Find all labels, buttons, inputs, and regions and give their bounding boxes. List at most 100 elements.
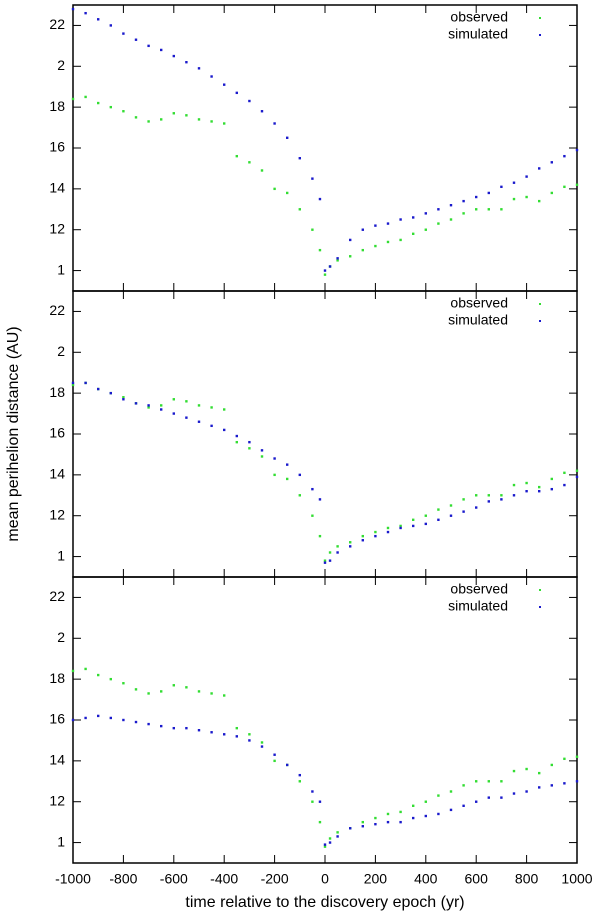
point <box>512 483 516 487</box>
point <box>386 240 390 244</box>
point <box>318 800 322 803</box>
point <box>172 726 175 730</box>
point <box>223 83 226 86</box>
point <box>318 820 322 824</box>
point <box>97 387 100 391</box>
point <box>412 816 415 820</box>
point <box>374 822 377 826</box>
point <box>462 510 465 513</box>
point <box>475 506 478 509</box>
point <box>386 222 390 225</box>
y-tick-label: 12 <box>49 220 65 236</box>
point <box>223 122 226 125</box>
point <box>538 199 541 203</box>
point <box>122 398 125 401</box>
point <box>328 841 332 844</box>
point <box>122 32 125 35</box>
point <box>487 191 490 195</box>
y-tick-label: 18 <box>49 98 65 114</box>
point <box>134 720 138 724</box>
y-tick-label: 18 <box>49 670 65 686</box>
plot-frame <box>72 290 578 578</box>
point <box>500 494 503 497</box>
point <box>109 391 112 395</box>
x-tick-label: -200 <box>261 871 289 887</box>
point <box>525 490 528 493</box>
point <box>210 731 213 734</box>
point <box>147 722 150 726</box>
point <box>399 218 402 221</box>
y-tick-label: 14 <box>49 466 65 482</box>
point <box>462 199 465 203</box>
point <box>286 477 289 481</box>
point <box>223 408 226 411</box>
point <box>84 95 87 99</box>
x-tick-label: 1000 <box>561 871 592 887</box>
point <box>172 398 175 401</box>
point <box>260 455 264 458</box>
point <box>424 800 427 803</box>
point <box>109 24 112 27</box>
point <box>550 161 553 164</box>
point <box>538 786 541 789</box>
point <box>462 498 465 501</box>
point <box>160 118 163 121</box>
point <box>185 114 188 117</box>
point <box>248 447 251 450</box>
point <box>323 559 327 562</box>
point <box>235 434 238 438</box>
y-tick-label: 22 <box>49 16 65 32</box>
point <box>298 157 301 160</box>
point <box>500 780 503 783</box>
point <box>109 716 112 720</box>
point <box>449 790 453 793</box>
point <box>147 404 150 407</box>
point <box>449 204 453 207</box>
legend-marker <box>539 320 541 322</box>
point <box>185 61 188 64</box>
point <box>185 416 188 419</box>
point <box>487 494 490 497</box>
point <box>197 404 201 407</box>
point <box>328 559 332 562</box>
point <box>487 780 490 783</box>
point <box>286 763 289 767</box>
point <box>147 44 150 48</box>
point <box>336 257 339 260</box>
point <box>260 741 264 744</box>
point <box>487 208 490 211</box>
point <box>298 780 301 783</box>
point <box>318 197 322 201</box>
point <box>374 816 377 820</box>
point <box>412 524 415 528</box>
point <box>512 494 516 497</box>
point <box>109 105 112 109</box>
point <box>97 714 100 718</box>
point <box>575 183 579 186</box>
point <box>563 471 566 475</box>
point <box>399 524 402 528</box>
point <box>575 755 579 758</box>
point <box>336 551 339 554</box>
point <box>109 677 112 681</box>
point <box>512 792 516 795</box>
point <box>563 154 566 158</box>
point <box>134 38 138 41</box>
point <box>550 477 553 481</box>
point <box>71 7 75 11</box>
point <box>260 169 264 172</box>
point <box>311 800 314 803</box>
legend-marker <box>539 303 541 305</box>
y-tick-label: 2 <box>57 57 65 73</box>
y-tick-label: 2 <box>57 629 65 645</box>
point <box>318 498 322 501</box>
point <box>172 112 175 115</box>
point <box>449 514 453 517</box>
point <box>134 688 138 691</box>
point <box>349 827 352 830</box>
point <box>399 526 402 530</box>
x-tick-label: -400 <box>210 871 238 887</box>
point <box>185 726 188 730</box>
point <box>437 812 440 816</box>
